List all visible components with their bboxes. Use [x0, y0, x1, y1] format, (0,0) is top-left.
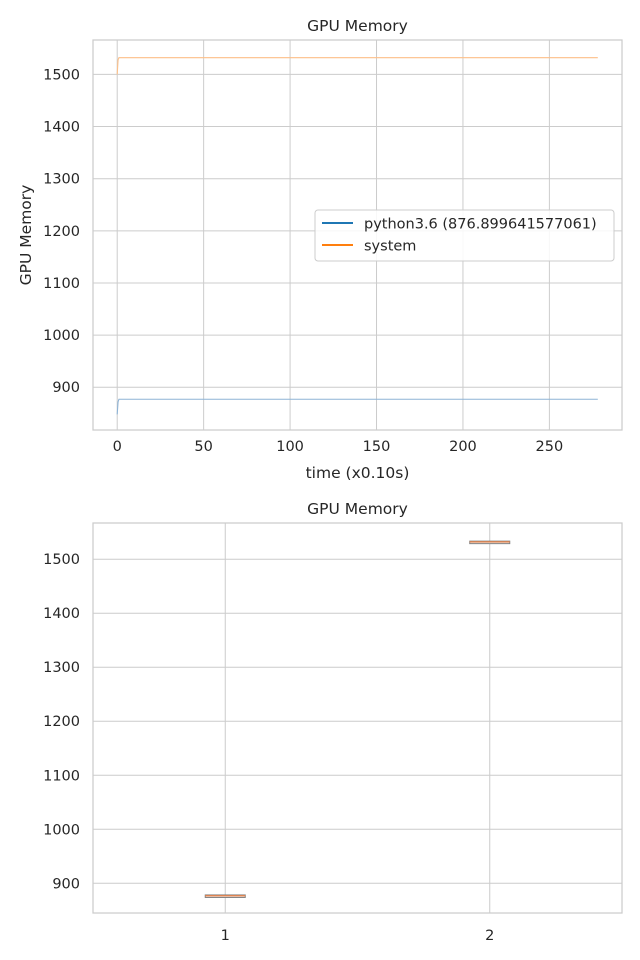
x-tick-label: 1: [221, 928, 230, 944]
y-tick-label: 1200: [43, 714, 80, 730]
y-tick-label: 1200: [43, 224, 80, 240]
box-chart-frame: [92, 522, 623, 914]
legend-label-python: python3.6 (876.899641577061): [364, 217, 597, 233]
x-tick-label: 150: [363, 439, 391, 455]
line-chart-y-axis-label: GPU Memory: [17, 185, 35, 286]
box-chart-boxes: [204, 540, 511, 898]
legend-box: [314, 209, 615, 262]
box-chart-y-ticks: 900 1000 1100 1200 1300 1400 1500: [43, 552, 80, 892]
y-tick-label: 1100: [43, 768, 80, 784]
y-tick-label: 1000: [43, 328, 80, 344]
y-tick-label: 900: [52, 876, 80, 892]
x-tick-label: 100: [276, 439, 304, 455]
x-tick-label: 2: [485, 928, 494, 944]
line-chart-x-axis-label: time (x0.10s): [306, 464, 410, 482]
legend-label-system: system: [364, 239, 416, 255]
y-tick-label: 1300: [43, 660, 80, 676]
y-tick-label: 1500: [43, 552, 80, 568]
line-chart-series: [116, 57, 598, 415]
line-chart-title: GPU Memory: [307, 17, 408, 35]
series-line-0: [116, 398, 598, 415]
line-chart-frame: [92, 39, 623, 431]
y-tick-label: 1400: [43, 606, 80, 622]
line-chart: 0 50 100 150 200 250 900 1000 1100 1200 1300 1400 1…: [17, 17, 623, 482]
y-tick-label: 1100: [43, 276, 80, 292]
x-tick-label: 0: [113, 439, 122, 455]
y-tick-label: 1400: [43, 120, 80, 136]
y-tick-label: 900: [52, 380, 80, 396]
series-line-1: [116, 57, 598, 75]
x-tick-label: 50: [194, 439, 212, 455]
box-chart-grid: [93, 523, 622, 913]
x-tick-label: 200: [449, 439, 477, 455]
line-chart-y-ticks: 900 1000 1100 1200 1300 1400 1500: [43, 67, 80, 396]
line-chart-legend: python3.6 (876.899641577061) system: [314, 209, 615, 262]
y-tick-label: 1300: [43, 172, 80, 188]
y-tick-label: 1500: [43, 67, 80, 83]
line-chart-x-ticks: 0 50 100 150 200 250: [113, 439, 564, 455]
x-tick-label: 250: [536, 439, 564, 455]
y-tick-label: 1000: [43, 822, 80, 838]
box-chart-title: GPU Memory: [307, 500, 408, 518]
box-chart-plot-area: [93, 523, 622, 913]
